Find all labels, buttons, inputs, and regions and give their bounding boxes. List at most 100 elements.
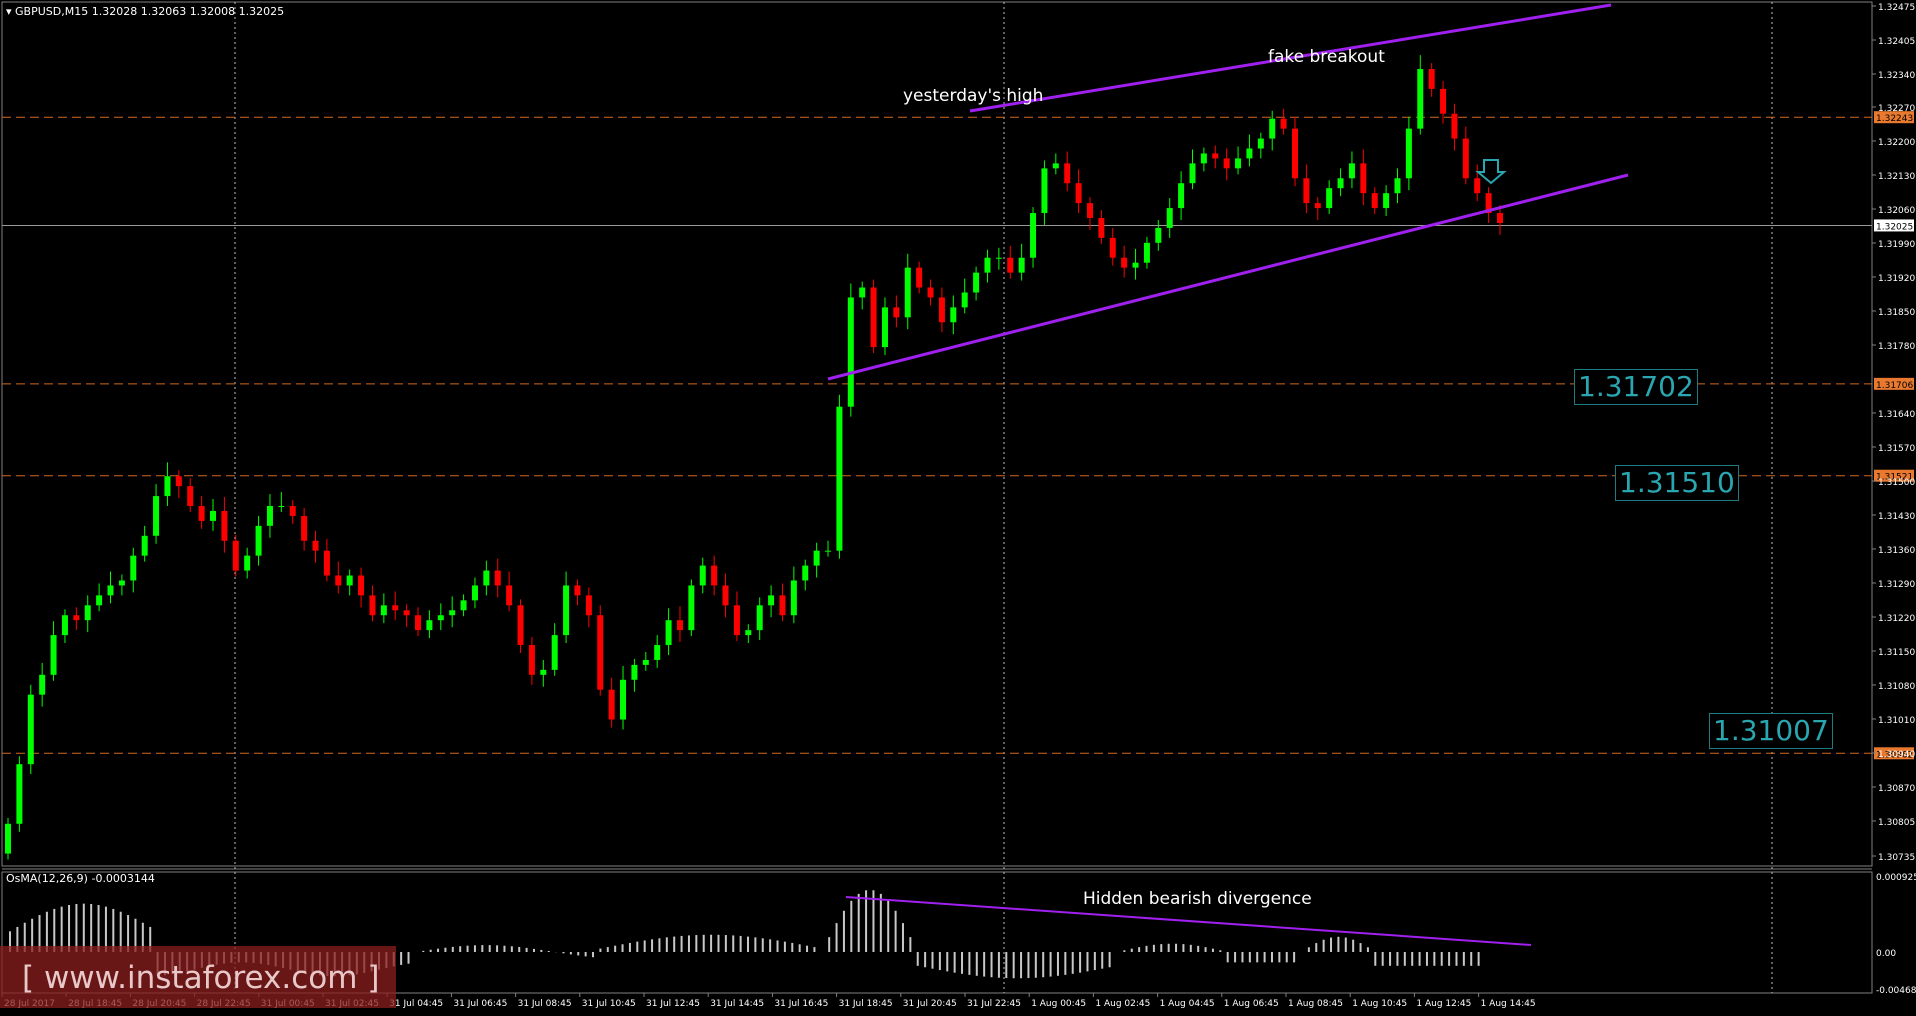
candle-body bbox=[16, 764, 23, 824]
time-tick-label: 31 Jul 20:45 bbox=[903, 999, 957, 1009]
candle-body bbox=[346, 575, 353, 586]
candle-body bbox=[380, 605, 387, 616]
candle-body bbox=[244, 555, 251, 571]
candle-body bbox=[210, 510, 217, 521]
level-tag-label: 1.31521 bbox=[1876, 473, 1913, 483]
time-tick-label: 31 Jul 10:45 bbox=[582, 999, 636, 1009]
candle-body bbox=[278, 506, 285, 507]
candle-body bbox=[620, 679, 627, 720]
candle-body bbox=[84, 605, 91, 621]
candle-body bbox=[471, 585, 478, 601]
candle-body bbox=[699, 565, 706, 586]
candle-body bbox=[1383, 193, 1390, 209]
candle-body bbox=[517, 605, 524, 646]
candle-body bbox=[836, 406, 843, 551]
annotation-fake-breakout: fake breakout bbox=[1268, 47, 1385, 67]
time-tick-label: 31 Jul 12:45 bbox=[646, 999, 700, 1009]
candle-body bbox=[1155, 227, 1162, 243]
time-tick-label: 1 Aug 08:45 bbox=[1288, 999, 1343, 1009]
candle-body bbox=[1394, 178, 1401, 194]
candle-body bbox=[1451, 113, 1458, 139]
price-tick-label: 1.31220 bbox=[1878, 614, 1915, 624]
candle-body bbox=[266, 506, 273, 526]
candle-body bbox=[506, 585, 513, 606]
candle-body bbox=[813, 550, 820, 566]
time-tick-label: 1 Aug 10:45 bbox=[1352, 999, 1407, 1009]
current-price-label: 1.32025 bbox=[1876, 222, 1913, 232]
candle-body bbox=[802, 565, 809, 581]
candle-body bbox=[1178, 183, 1185, 209]
candle-body bbox=[927, 287, 934, 298]
level-tag-label: 1.32243 bbox=[1876, 114, 1913, 124]
candle-body bbox=[961, 292, 968, 308]
candle-body bbox=[175, 476, 182, 487]
candle-body bbox=[1212, 153, 1219, 159]
candle-body bbox=[790, 580, 797, 616]
candle-body bbox=[870, 287, 877, 348]
time-tick-label: 1 Aug 06:45 bbox=[1224, 999, 1279, 1009]
candle-body bbox=[779, 595, 786, 616]
time-tick-label: 1 Aug 14:45 bbox=[1481, 999, 1536, 1009]
candle-body bbox=[847, 297, 854, 407]
chart-grid bbox=[1, 1, 1873, 994]
level-tag bbox=[1874, 469, 1914, 482]
current-price-tag bbox=[1874, 219, 1914, 232]
candle-body bbox=[551, 635, 558, 670]
candle-body bbox=[153, 496, 160, 536]
candle-body bbox=[198, 506, 205, 521]
price-tick-label: 1.31150 bbox=[1878, 648, 1915, 658]
price-tick-label: 1.32130 bbox=[1878, 172, 1915, 182]
divergence-line bbox=[845, 896, 1532, 946]
candle-body bbox=[733, 605, 740, 636]
price-tick-label: 1.30870 bbox=[1878, 784, 1915, 794]
candle-body bbox=[1269, 118, 1276, 139]
symbol-header-text: GBPUSD,M15 1.32028 1.32063 1.32008 1.320… bbox=[15, 5, 285, 18]
candle-body bbox=[164, 476, 171, 497]
price-tick-label: 1.32405 bbox=[1878, 37, 1915, 47]
candle-body bbox=[1075, 183, 1082, 204]
candle-body bbox=[1497, 213, 1503, 223]
candle-body bbox=[494, 570, 501, 586]
candle-body bbox=[950, 307, 957, 323]
candle-body bbox=[1257, 138, 1264, 149]
candle-body bbox=[665, 620, 672, 646]
price-tick-label: 1.30735 bbox=[1878, 853, 1915, 863]
candle-body bbox=[597, 615, 604, 690]
candle-body bbox=[916, 267, 923, 288]
price-tick-label: 1.31850 bbox=[1878, 308, 1915, 318]
candle-body bbox=[1109, 237, 1116, 258]
candle-body bbox=[107, 585, 114, 596]
level-tag bbox=[1874, 111, 1914, 124]
candle-body bbox=[938, 297, 945, 323]
candle-body bbox=[426, 620, 433, 631]
price-tick-label: 1.32340 bbox=[1878, 71, 1915, 81]
level-tag-label: 1.31706 bbox=[1876, 381, 1913, 391]
candle-body bbox=[221, 510, 228, 541]
time-tick-label: 1 Aug 00:45 bbox=[1031, 999, 1086, 1009]
candle-body bbox=[358, 575, 365, 596]
candle-body bbox=[1428, 69, 1435, 89]
level-box-1: 1.31702 bbox=[1574, 369, 1698, 405]
down-arrow-shape bbox=[1475, 159, 1507, 185]
watermark-text: [ www.instaforex.com ] bbox=[22, 960, 380, 996]
candle-body bbox=[1200, 153, 1207, 164]
candle-body bbox=[984, 257, 991, 273]
candle-body bbox=[1030, 213, 1037, 258]
price-tick-label: 1.31570 bbox=[1878, 444, 1915, 454]
candle-body bbox=[1348, 163, 1355, 179]
candle-body bbox=[437, 615, 444, 621]
indicator-tick-label: 0.000925 bbox=[1876, 873, 1916, 883]
candle-body bbox=[631, 664, 638, 680]
candle-body bbox=[1121, 257, 1128, 268]
candle-body bbox=[301, 515, 308, 541]
candle-body bbox=[415, 615, 422, 631]
candle-body bbox=[1440, 88, 1447, 114]
price-tick-label: 1.31640 bbox=[1878, 410, 1915, 420]
trendlines bbox=[827, 3, 1629, 381]
price-tick-label: 1.30940 bbox=[1878, 750, 1915, 760]
indicator-tick-label: 0.00 bbox=[1876, 949, 1896, 959]
candle-body bbox=[39, 674, 46, 695]
candle-body bbox=[1417, 69, 1424, 129]
candle-body bbox=[1235, 158, 1242, 169]
candle-body bbox=[995, 257, 1002, 259]
